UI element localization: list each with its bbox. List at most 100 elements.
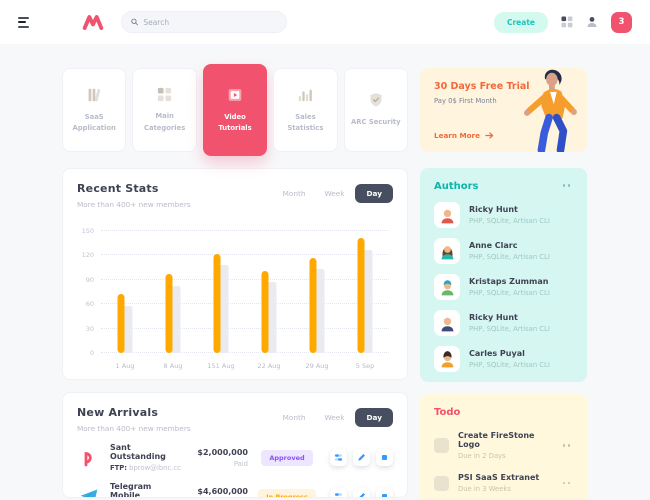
filter-month-button[interactable]: Month	[275, 409, 314, 426]
author-list-item: Carles Puyal PHP, SQLite, Artisan CLI	[434, 346, 573, 372]
row-settings-button[interactable]	[330, 488, 347, 497]
bar-group	[213, 231, 229, 353]
trial-banner-subtitle: Pay 0$ First Month	[434, 97, 497, 105]
user-icon	[587, 17, 597, 27]
gridline: 0	[90, 349, 389, 357]
author-skills: PHP, SQLite, Artisan CLI	[469, 325, 550, 333]
main-content: SaaS Application Main Categories Video T…	[0, 44, 650, 500]
category-label: Main Categories	[143, 112, 186, 132]
arrival-info: Telegram Mobile FTP: bprow@ibnc.cc	[110, 482, 184, 497]
todo-title: Todo	[434, 407, 461, 418]
row-delete-button[interactable]	[376, 488, 393, 497]
x-tick-label: 5 Sep	[355, 362, 375, 370]
gridline: 30	[86, 325, 389, 333]
logo-m-icon	[82, 14, 104, 30]
author-skills: PHP, SQLite, Artisan CLI	[469, 253, 550, 261]
row-actions	[330, 488, 393, 497]
right-column: 30 Days Free Trial Pay 0$ First Month Le…	[420, 68, 587, 500]
category-card-sales-statistics[interactable]: Sales Statistics	[273, 68, 338, 152]
walking-person-illustration	[524, 69, 577, 152]
row-delete-button[interactable]	[376, 449, 393, 466]
todo-checkbox[interactable]	[434, 438, 449, 453]
category-label: Sales Statistics	[287, 112, 324, 132]
arrival-row: Telegram Mobile FTP: bprow@ibnc.cc $4,60…	[77, 482, 393, 497]
app-logo[interactable]	[81, 14, 105, 31]
bar-primary	[117, 294, 125, 353]
row-actions	[330, 449, 393, 466]
category-card-main-categories[interactable]: Main Categories	[132, 68, 197, 152]
bar-group	[117, 231, 133, 353]
user-profile-button[interactable]	[586, 16, 598, 28]
row-edit-button[interactable]	[353, 488, 370, 497]
search-icon	[131, 18, 139, 26]
author-skills: PHP, SQLite, Artisan CLI	[469, 289, 550, 297]
author-list-item: Kristaps Zumman PHP, SQLite, Artisan CLI	[434, 274, 573, 300]
recent-stats-title: Recent Stats	[77, 182, 159, 195]
bar-group	[165, 231, 181, 353]
trial-banner: 30 Days Free Trial Pay 0$ First Month Le…	[420, 68, 587, 152]
status-badge-wrap: Approved	[248, 449, 326, 466]
x-tick-label: 22 Aug	[257, 362, 281, 370]
todo-item: Create FireStone Logo Due in 2 Days	[434, 431, 573, 460]
status-badge-wrap: In Progress	[248, 488, 326, 497]
ftp-label: FTP:	[110, 464, 127, 472]
todo-item: PSI SaaS Extranet Due in 3 Weeks	[434, 473, 573, 493]
authors-title: Authors	[434, 181, 479, 192]
todo-menu-dots[interactable]	[560, 441, 574, 450]
y-tick-label: 150	[81, 227, 94, 235]
bar-chart-icon	[299, 89, 313, 102]
row-settings-button[interactable]	[330, 449, 347, 466]
author-skills: PHP, SQLite, Artisan CLI	[469, 217, 550, 225]
left-column: SaaS Application Main Categories Video T…	[62, 64, 409, 498]
filter-week-button[interactable]: Week	[316, 409, 352, 426]
y-tick-label: 30	[85, 324, 94, 333]
bar-secondary	[267, 282, 277, 353]
sliders-icon	[334, 454, 343, 461]
filter-week-button[interactable]: Week	[316, 185, 352, 202]
create-button[interactable]: Create	[493, 11, 548, 33]
category-card-saas-application[interactable]: SaaS Application	[62, 68, 127, 152]
todo-panel: Todo Create FireStone Logo Due in 2 Days…	[420, 394, 587, 500]
todo-menu-dots[interactable]	[560, 479, 574, 488]
avatar	[434, 310, 460, 336]
filter-day-button[interactable]: Day	[355, 184, 393, 203]
recent-stats-subtitle: More than 400+ new members	[77, 200, 191, 209]
category-cards-row: SaaS Application Main Categories Video T…	[62, 64, 409, 156]
avatar	[434, 238, 460, 264]
bar-primary	[165, 274, 173, 353]
bar-primary	[213, 253, 221, 353]
arrival-amount: $2,000,000 Paid	[184, 448, 248, 468]
filter-day-button[interactable]: Day	[355, 408, 393, 427]
category-card-arc-security[interactable]: ARC Security	[343, 68, 409, 152]
learn-more-link[interactable]: Learn More	[434, 131, 494, 140]
author-name: Ricky Hunt	[469, 205, 518, 214]
search-input[interactable]	[143, 17, 277, 27]
ftp-value: bprow@ibnc.cc	[129, 464, 181, 472]
menu-toggle-icon[interactable]	[18, 16, 29, 28]
bar-primary	[261, 270, 269, 353]
arrival-name: Sant Outstanding	[110, 443, 166, 461]
stats-filter-group: Month Week Day	[275, 184, 393, 203]
search-bar	[121, 11, 287, 33]
bar-secondary	[171, 286, 181, 353]
amount-note: Paid	[233, 459, 248, 468]
arrow-right-icon	[485, 132, 494, 139]
category-card-video-tutorials[interactable]: Video Tutorials	[202, 64, 268, 156]
grid-icon	[561, 16, 573, 28]
gridline: 150	[82, 227, 389, 235]
bar-secondary	[315, 269, 325, 353]
filter-month-button[interactable]: Month	[275, 185, 314, 202]
gridline: 90	[86, 276, 389, 284]
learn-more-label: Learn More	[434, 131, 480, 140]
apps-grid-button[interactable]	[561, 16, 573, 28]
category-label: SaaS Application	[72, 112, 116, 132]
new-arrivals-header: New Arrivals More than 400+ new members …	[77, 406, 393, 433]
arrival-ftp: FTP: bprow@ibnc.cc	[110, 464, 184, 472]
todo-checkbox[interactable]	[434, 475, 449, 491]
bar-primary	[357, 237, 365, 353]
authors-menu-dots[interactable]	[560, 181, 574, 190]
author-list-item: Ricky Hunt PHP, SQLite, Artisan CLI	[434, 202, 573, 228]
author-name: Kristaps Zumman	[469, 277, 549, 286]
row-edit-button[interactable]	[353, 449, 370, 466]
notifications-badge[interactable]: 3	[611, 11, 632, 33]
